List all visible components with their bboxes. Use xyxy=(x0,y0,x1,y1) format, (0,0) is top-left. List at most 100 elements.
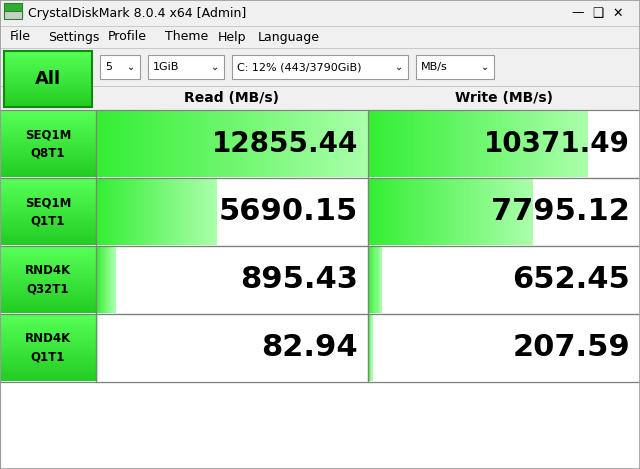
Bar xyxy=(124,179,125,245)
Bar xyxy=(145,111,147,177)
Bar xyxy=(410,179,412,245)
Bar xyxy=(218,111,220,177)
Bar xyxy=(472,179,473,245)
Bar xyxy=(379,179,381,245)
Bar xyxy=(4,101,92,103)
Bar xyxy=(0,257,96,258)
Bar xyxy=(115,111,116,177)
Text: 207.59: 207.59 xyxy=(512,333,630,363)
Bar xyxy=(0,130,96,131)
Bar xyxy=(394,111,396,177)
Bar xyxy=(0,146,96,148)
Text: ⌄: ⌄ xyxy=(481,62,489,72)
Text: SEQ1M
Q8T1: SEQ1M Q8T1 xyxy=(25,129,71,159)
Bar xyxy=(96,178,368,246)
Bar xyxy=(4,104,92,106)
Text: ❑: ❑ xyxy=(593,7,604,20)
Bar xyxy=(484,179,486,245)
Bar xyxy=(97,315,98,381)
Bar xyxy=(0,132,96,134)
Bar xyxy=(251,111,253,177)
Bar xyxy=(0,234,96,235)
Bar xyxy=(207,179,209,245)
Bar xyxy=(334,111,335,177)
Bar xyxy=(0,312,96,313)
Bar xyxy=(478,111,480,177)
Bar xyxy=(206,179,208,245)
Bar xyxy=(102,247,104,313)
Bar xyxy=(197,179,198,245)
Bar xyxy=(294,111,296,177)
Bar xyxy=(369,247,371,313)
Bar xyxy=(101,247,102,313)
Bar xyxy=(386,111,388,177)
Bar xyxy=(0,258,96,260)
Bar xyxy=(500,179,501,245)
Bar xyxy=(232,55,408,79)
Bar xyxy=(103,247,104,313)
Bar xyxy=(577,111,579,177)
Bar xyxy=(104,179,106,245)
Bar xyxy=(4,64,92,66)
Bar xyxy=(354,111,355,177)
Bar xyxy=(232,111,234,177)
Bar xyxy=(210,111,211,177)
Bar xyxy=(170,111,172,177)
Bar xyxy=(531,111,532,177)
Bar xyxy=(0,264,96,265)
Bar xyxy=(135,179,136,245)
Bar xyxy=(0,318,96,320)
Bar xyxy=(493,179,495,245)
Bar xyxy=(0,327,96,329)
Bar xyxy=(229,111,230,177)
Bar xyxy=(0,129,96,130)
Bar xyxy=(0,380,96,381)
Bar xyxy=(506,111,508,177)
Bar xyxy=(4,68,92,69)
Bar xyxy=(564,111,566,177)
Bar xyxy=(484,179,485,245)
Bar xyxy=(348,111,349,177)
Bar xyxy=(490,111,492,177)
Text: Language: Language xyxy=(258,30,320,44)
Bar xyxy=(162,179,164,245)
Bar xyxy=(372,111,374,177)
Bar xyxy=(240,111,241,177)
Bar xyxy=(492,179,493,245)
Bar xyxy=(525,179,526,245)
Bar xyxy=(0,287,96,288)
Bar xyxy=(0,155,96,157)
Bar xyxy=(468,179,470,245)
Bar xyxy=(368,110,640,178)
Bar xyxy=(4,93,92,94)
Bar xyxy=(0,346,96,348)
Bar xyxy=(4,70,92,71)
Bar xyxy=(315,111,317,177)
Bar xyxy=(362,111,364,177)
Bar xyxy=(0,254,96,255)
Bar xyxy=(338,111,339,177)
Bar xyxy=(211,179,212,245)
Text: Read (MB/s): Read (MB/s) xyxy=(184,91,280,105)
Bar xyxy=(365,111,367,177)
Bar xyxy=(435,179,437,245)
Bar xyxy=(458,111,460,177)
Bar xyxy=(0,192,96,194)
Bar xyxy=(435,179,436,245)
Bar xyxy=(451,179,452,245)
Bar xyxy=(467,111,468,177)
Bar xyxy=(523,179,524,245)
Bar xyxy=(307,111,308,177)
Bar xyxy=(331,111,333,177)
Bar xyxy=(4,3,22,17)
Bar xyxy=(0,141,96,142)
Bar xyxy=(353,111,355,177)
Bar xyxy=(524,111,525,177)
Bar xyxy=(208,179,210,245)
Bar xyxy=(246,111,248,177)
Bar xyxy=(373,179,374,245)
Bar xyxy=(288,111,289,177)
Bar xyxy=(419,179,420,245)
Bar xyxy=(550,111,552,177)
Bar xyxy=(214,179,216,245)
